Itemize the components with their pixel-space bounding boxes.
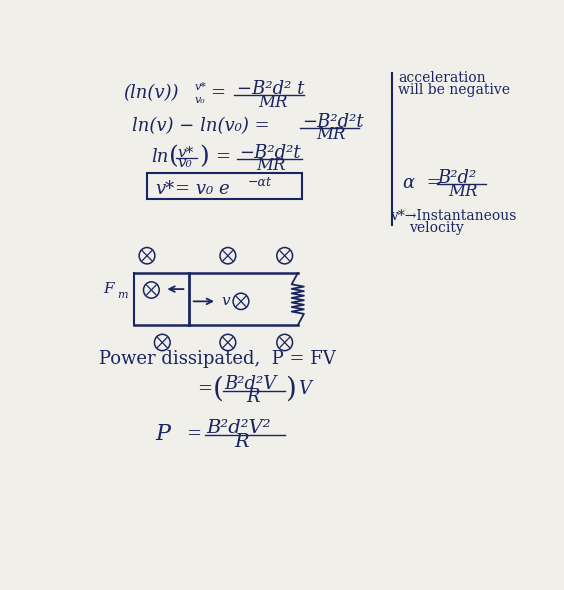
Text: B²d²: B²d² — [438, 169, 477, 186]
Text: velocity: velocity — [409, 221, 464, 235]
Text: =: = — [197, 380, 213, 398]
Text: −B²d² t: −B²d² t — [237, 80, 304, 98]
Text: v*: v* — [195, 81, 207, 91]
Text: (ln(v)): (ln(v)) — [123, 84, 178, 103]
Text: MR: MR — [256, 157, 286, 174]
Text: ): ) — [200, 146, 209, 169]
Text: −B²d²t: −B²d²t — [302, 113, 364, 130]
Text: Power dissipated,  P = FV: Power dissipated, P = FV — [99, 350, 336, 368]
Text: v₀: v₀ — [178, 156, 192, 170]
Text: V: V — [298, 380, 311, 398]
Text: α  =: α = — [403, 174, 442, 192]
Text: −B²d²t: −B²d²t — [239, 143, 301, 162]
Text: P: P — [156, 423, 171, 445]
Text: v*: v* — [178, 146, 194, 159]
Text: v₀: v₀ — [195, 96, 206, 106]
Text: B²d²V²: B²d²V² — [206, 419, 271, 437]
Text: =: = — [210, 84, 226, 103]
Text: v*→Instantaneous: v*→Instantaneous — [390, 209, 516, 223]
Text: MR: MR — [448, 183, 478, 199]
Text: acceleration: acceleration — [398, 71, 486, 84]
Text: R: R — [235, 434, 249, 451]
Text: R: R — [246, 388, 259, 406]
Text: =: = — [186, 425, 201, 443]
Bar — [147, 173, 302, 199]
Text: =: = — [215, 148, 230, 166]
Text: ): ) — [285, 375, 297, 402]
Text: B²d²V: B²d²V — [224, 375, 276, 394]
Text: will be negative: will be negative — [398, 83, 510, 97]
Text: m: m — [117, 290, 127, 300]
Text: = v₀ e: = v₀ e — [175, 180, 230, 198]
Text: (: ( — [169, 146, 179, 169]
Text: ln: ln — [151, 148, 169, 166]
Text: MR: MR — [258, 94, 288, 111]
Text: v: v — [221, 294, 230, 309]
Text: ln(v) − ln(v₀) =: ln(v) − ln(v₀) = — [132, 117, 270, 135]
Text: MR: MR — [316, 126, 346, 143]
Text: −αt: −αt — [248, 176, 271, 189]
Text: F: F — [103, 282, 114, 296]
Text: v*: v* — [156, 180, 175, 198]
Text: (: ( — [213, 375, 223, 402]
